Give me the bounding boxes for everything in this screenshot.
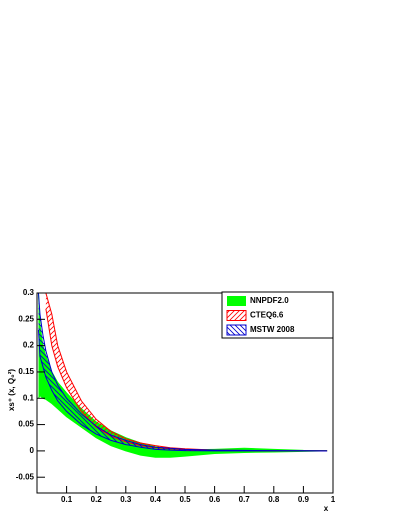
band-edge [38,394,328,458]
legend-label: MSTW 2008 [250,325,295,334]
x-tick-label: 0.7 [239,495,251,504]
band-edge [37,293,328,452]
x-tick-label: 0.4 [150,495,162,504]
y-axis-label: xs⁺ (x, Q₀²) [7,369,16,411]
y-tick-label: -0.05 [16,472,35,481]
y-tick-label: 0.25 [18,314,34,323]
x-tick-label: 0.8 [268,495,280,504]
x-tick-label: 0.6 [209,495,221,504]
y-tick-label: 0.2 [23,341,35,350]
y-tick-label: 0 [30,446,35,455]
x-tick-label: 1 [331,495,336,504]
y-tick-label: 0.15 [18,367,34,376]
plot-area [37,293,328,458]
y-tick-label: 0.1 [23,393,35,402]
x-tick-label: 0.3 [120,495,132,504]
x-tick-label: 0.5 [179,495,191,504]
legend-label: NNPDF2.0 [250,296,289,305]
band-edge [37,329,328,452]
x-tick-label: 0.2 [91,495,103,504]
x-tick-label: 0.9 [298,495,310,504]
legend-swatch [226,324,247,336]
legend-swatch [226,310,247,321]
x-tick-label: 0.1 [61,495,73,504]
x-axis-label: x [324,504,329,513]
y-tick-label: 0.3 [23,288,35,297]
y-tick-label: 0.05 [18,420,34,429]
legend-swatch [227,296,246,306]
legend-label: CTEQ6.6 [250,311,284,320]
